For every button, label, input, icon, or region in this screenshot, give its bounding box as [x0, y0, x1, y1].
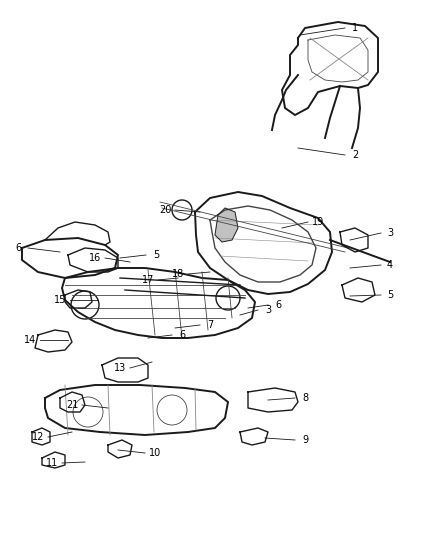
Text: 21: 21 [66, 400, 78, 410]
Text: 5: 5 [387, 290, 393, 300]
Text: 1: 1 [352, 23, 358, 33]
Text: 7: 7 [207, 320, 213, 330]
Text: 6: 6 [275, 300, 281, 310]
Text: 18: 18 [172, 269, 184, 279]
Text: 12: 12 [32, 432, 44, 442]
Polygon shape [215, 208, 238, 242]
Text: 17: 17 [142, 275, 154, 285]
Text: 2: 2 [352, 150, 358, 160]
Text: 6: 6 [15, 243, 21, 253]
Text: 6: 6 [179, 330, 185, 340]
Text: 5: 5 [153, 250, 159, 260]
Text: 10: 10 [149, 448, 161, 458]
Text: 3: 3 [387, 228, 393, 238]
Text: 4: 4 [387, 260, 393, 270]
Text: 13: 13 [114, 363, 126, 373]
Text: 20: 20 [159, 205, 171, 215]
Text: 11: 11 [46, 458, 58, 468]
Text: 8: 8 [302, 393, 308, 403]
Text: 16: 16 [89, 253, 101, 263]
Text: 3: 3 [265, 305, 271, 315]
Text: 19: 19 [312, 217, 324, 227]
Text: 14: 14 [24, 335, 36, 345]
Text: 9: 9 [302, 435, 308, 445]
Text: 15: 15 [54, 295, 66, 305]
